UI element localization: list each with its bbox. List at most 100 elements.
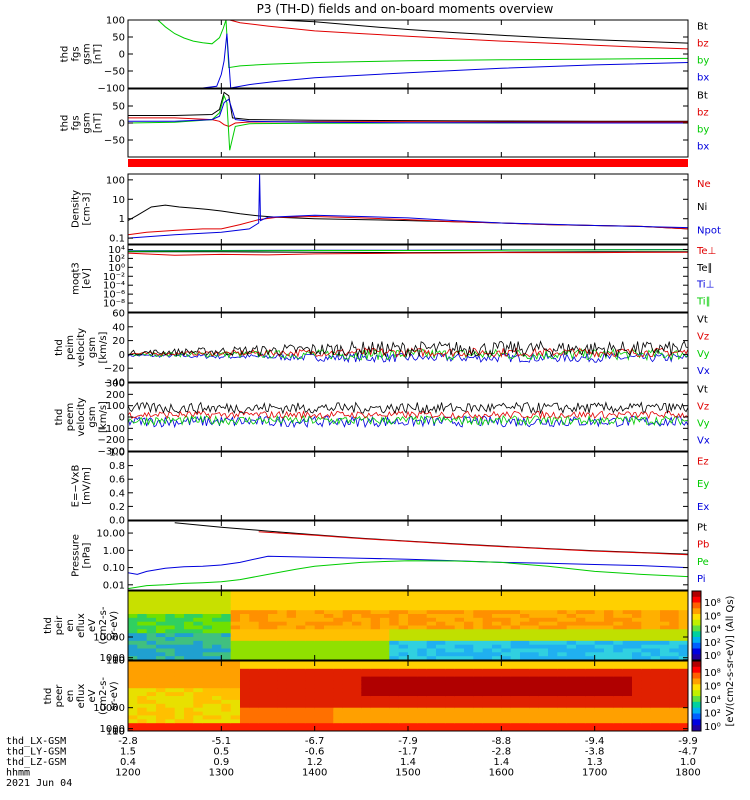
series-line [128, 20, 688, 69]
spectrogram-cell [650, 703, 661, 709]
spectrogram-cell [230, 723, 241, 728]
spectrogram-cell [333, 711, 344, 717]
spectrogram-cell [184, 723, 194, 728]
spectrogram-cell [324, 727, 334, 731]
spectrogram-cell [660, 664, 670, 670]
spectrogram-cell [352, 598, 362, 604]
spectrogram-cell [342, 602, 353, 607]
legend-label: Te⊥ [696, 246, 716, 257]
y-axis-label: gsm [87, 337, 98, 358]
spectrogram-cell [352, 672, 362, 678]
spectrogram-cell [146, 594, 157, 600]
spectrogram-cell [520, 637, 530, 642]
spectrogram-cell [566, 715, 577, 720]
spectrogram-cell [352, 633, 362, 638]
spectrogram-cell [380, 715, 390, 720]
spectrogram-cell [249, 672, 260, 678]
spectrogram-cell [650, 727, 661, 731]
spectrogram-cell [370, 664, 381, 670]
spectrogram-cell [128, 723, 138, 728]
spectrogram-cell [230, 640, 241, 646]
y-axis-label: [nPa] [82, 542, 93, 568]
spectrogram-cell [632, 617, 642, 623]
spectrogram-cell [632, 684, 642, 689]
spectrogram-cell [296, 640, 306, 646]
spectrogram-cell [548, 602, 558, 607]
spectrogram-cell [296, 727, 306, 731]
spectrogram-cell [585, 711, 596, 717]
spectrogram-cell [529, 727, 540, 731]
spectrogram-cell [678, 602, 688, 607]
spectrogram-cell [669, 640, 680, 646]
spectrogram-cell [548, 629, 558, 634]
spectrogram-cell [398, 715, 409, 720]
spectrogram-cell [482, 711, 493, 717]
spectrogram-cell [277, 696, 288, 701]
spectrogram-cell [482, 617, 493, 623]
legend-label: Pb [697, 540, 709, 551]
spectrogram-cell [408, 703, 418, 709]
spectrogram-cell [324, 703, 334, 709]
spectrogram-cell [613, 696, 624, 701]
colorbar-cell [692, 701, 701, 709]
spectrogram-cell [482, 676, 493, 682]
spectrogram-cell [258, 719, 269, 724]
spectrogram-cell [678, 591, 688, 596]
spectrogram-cell [230, 652, 241, 657]
spectrogram-cell [286, 598, 297, 604]
spectrogram-cell [342, 633, 353, 638]
spectrogram-cell [678, 707, 688, 713]
spectrogram-cell [576, 625, 586, 630]
spectrogram-cell [492, 680, 502, 685]
spectrogram-cell [557, 715, 568, 720]
spectrogram-cell [184, 640, 194, 646]
spectrogram-cell [576, 711, 586, 717]
bar-strip [128, 159, 688, 167]
spectrogram-cell [604, 680, 614, 685]
spectrogram-cell [258, 614, 269, 619]
spectrogram-cell [464, 648, 474, 653]
spectrogram-cell [230, 614, 241, 619]
spectrogram-cell [445, 661, 456, 666]
spectrogram-cell [128, 648, 138, 653]
spectrogram-cell [473, 652, 484, 657]
spectrogram-cell [361, 699, 372, 705]
spectrogram-cell [361, 652, 372, 657]
spectrogram-cell [174, 692, 185, 697]
spectrogram-cell [548, 614, 558, 619]
spectrogram-cell [641, 598, 652, 604]
spectrogram-cell [240, 594, 250, 600]
spectrogram-cell [361, 703, 372, 709]
spectrogram-cell [585, 652, 596, 657]
spectrogram-cell [594, 621, 605, 627]
spectrogram-cell [566, 633, 577, 638]
spectrogram-cell [333, 594, 344, 600]
spectrogram-cell [202, 680, 213, 685]
spectrogram-cell [240, 668, 250, 674]
ephemeris-value: -8.8 [492, 736, 512, 747]
spectrogram-cell [492, 637, 502, 642]
colorbar-cell [692, 631, 701, 638]
y-tick-label: 0.0 [109, 516, 125, 527]
spectrogram-cell [538, 598, 549, 604]
spectrogram-cell [641, 684, 652, 689]
spectrogram-cell [650, 656, 661, 660]
spectrogram-cell [520, 652, 530, 657]
spectrogram-cell [174, 610, 185, 615]
spectrogram-cell [230, 648, 241, 653]
ephemeris-label: thd_LY-GSM [6, 747, 66, 758]
spectrogram-cell [165, 606, 176, 611]
spectrogram-cell [650, 602, 661, 607]
spectrogram-cell [240, 723, 250, 728]
spectrogram-cell [361, 598, 372, 604]
spectrogram-cell [305, 699, 316, 705]
spectrogram-cell [230, 591, 241, 596]
spectrogram-cell [464, 719, 474, 724]
spectrogram-cell [249, 676, 260, 682]
spectrogram-cell [464, 703, 474, 709]
spectrogram-cell [650, 633, 661, 638]
spectrogram-cell [146, 696, 157, 701]
spectrogram-cell [678, 696, 688, 701]
spectrogram-cell [604, 606, 614, 611]
spectrogram-cell [445, 676, 456, 682]
